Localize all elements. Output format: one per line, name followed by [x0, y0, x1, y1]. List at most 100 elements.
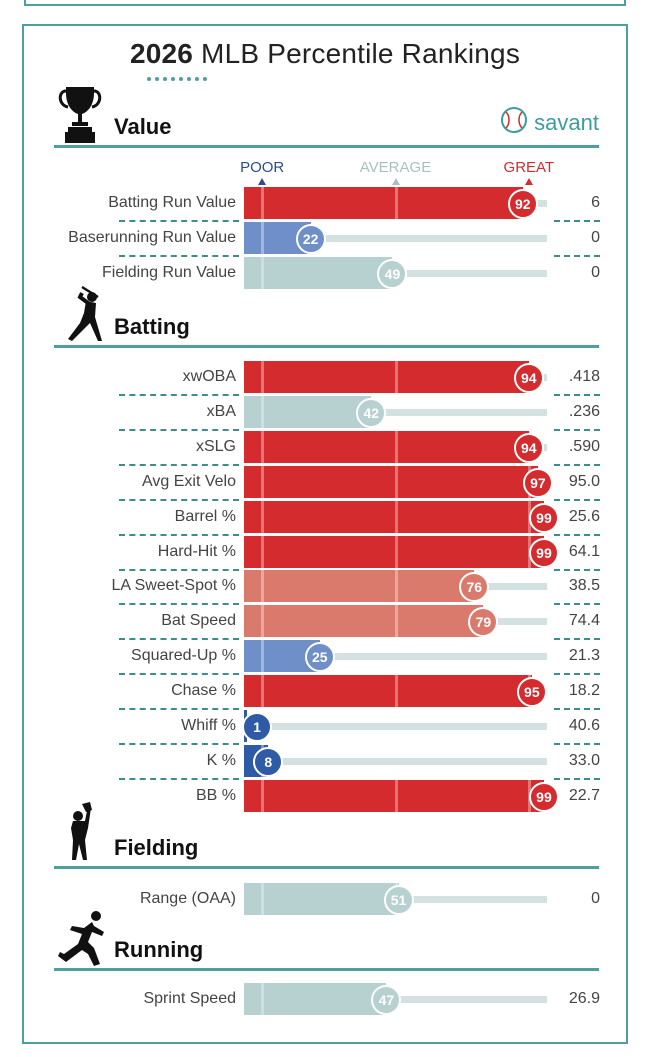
- row-separator: [554, 498, 600, 501]
- row-separator: [554, 743, 600, 745]
- percentile-badge: 94: [513, 432, 544, 463]
- percentile-bar: [244, 430, 529, 463]
- percentile-track: [244, 757, 547, 765]
- metric-label: Chase %: [171, 682, 236, 700]
- metric-value: 26.9: [568, 990, 600, 1007]
- scale-tick: [394, 430, 398, 463]
- scale-tick: [261, 779, 265, 812]
- savant-logo[interactable]: savant: [500, 106, 599, 140]
- row-separator: [119, 498, 239, 501]
- percentile-badge: 42: [356, 397, 387, 428]
- metric-label: Hard-Hit %: [157, 542, 236, 560]
- metric-label: xwOBA: [182, 368, 236, 385]
- metric-label: LA Sweet-Spot %: [111, 577, 236, 595]
- row-separator: [119, 463, 239, 466]
- metric-value: .590: [568, 437, 600, 455]
- metric-label: xSLG: [195, 437, 236, 455]
- row-separator: [119, 428, 239, 431]
- scale-tick: [394, 361, 398, 393]
- metric-row: BB % 99 22.7: [54, 779, 600, 814]
- scale-tick: [261, 500, 265, 533]
- trophy-icon: [58, 85, 102, 148]
- percentile-badge: 92: [507, 189, 538, 219]
- row-separator: [554, 603, 600, 606]
- percentile-badge: 51: [383, 885, 414, 915]
- percentile-badge: 8: [253, 746, 284, 777]
- scale-tick: [394, 500, 398, 533]
- metric-row: Barrel % 99 25.6: [54, 500, 600, 536]
- percentile-badge: 94: [513, 363, 544, 393]
- metric-value: 33.0: [568, 751, 600, 769]
- row-separator: [119, 638, 239, 641]
- savant-wordmark: savant: [534, 110, 599, 135]
- previous-card-frame: [24, 0, 626, 6]
- percentile-bar: [244, 779, 544, 812]
- scale-tick: [261, 465, 265, 498]
- scale-tick: [261, 256, 265, 289]
- metric-label: xBA: [206, 402, 236, 420]
- scale-marker-great-icon: [524, 178, 533, 185]
- scale-tick: [261, 361, 265, 393]
- percentile-badge: 95: [516, 677, 547, 708]
- metric-value: 6: [591, 194, 600, 211]
- metric-row: K % 8 33.0: [54, 744, 600, 780]
- percentile-track: [244, 234, 547, 242]
- row-separator: [554, 638, 600, 641]
- metric-label: Whiff %: [181, 717, 236, 734]
- scale-tick: [261, 605, 265, 638]
- percentile-badge: 99: [528, 537, 559, 568]
- metric-row: Sprint Speed 47 26.9: [54, 982, 600, 1017]
- percentile-badge: 25: [304, 642, 335, 673]
- metric-value: 0: [591, 890, 600, 907]
- title-underline: [147, 77, 207, 81]
- metric-value: 25.6: [568, 507, 600, 525]
- scale-tick: [261, 187, 265, 219]
- row-separator: [554, 394, 600, 396]
- scale-tick: [261, 883, 265, 915]
- metric-label: Fielding Run Value: [101, 263, 236, 281]
- scale-tick: [394, 779, 398, 812]
- percentile-badge: 49: [377, 258, 408, 289]
- percentile-bar: [244, 535, 544, 568]
- row-separator: [119, 220, 239, 222]
- metric-row: Chase % 95 18.2: [54, 674, 600, 711]
- metric-value: 74.4: [568, 612, 600, 630]
- section-title-fielding: Fielding: [114, 835, 199, 860]
- section-header-batting: Batting: [54, 285, 599, 348]
- percentile-track: [244, 408, 547, 416]
- metric-label: Squared-Up %: [131, 647, 236, 665]
- scale-marker-poor-icon: [258, 178, 267, 185]
- metric-label: Bat Speed: [161, 612, 236, 630]
- metric-value: 38.5: [568, 577, 600, 595]
- metric-value: .236: [568, 402, 600, 420]
- row-separator: [119, 254, 239, 257]
- metric-label: Avg Exit Velo: [142, 472, 236, 490]
- scale-tick: [261, 221, 265, 254]
- percentile-badge: 97: [522, 467, 553, 498]
- percentile-badge: 1: [242, 712, 272, 742]
- metric-value: 21.3: [568, 647, 600, 665]
- percentile-card: [22, 24, 628, 1044]
- metric-label: Batting Run Value: [108, 194, 236, 211]
- section-header-running: Running: [54, 911, 599, 971]
- percentile-bar: [244, 361, 529, 393]
- row-separator: [554, 254, 600, 257]
- row-separator: [119, 777, 239, 780]
- metric-row: Bat Speed 79 74.4: [54, 604, 600, 641]
- section-header-fielding: Fielding: [54, 802, 599, 869]
- percentile-badge: 76: [459, 572, 490, 603]
- metric-row: Baserunning Run Value 22 0: [54, 221, 600, 257]
- row-separator: [554, 533, 600, 536]
- section-title-batting: Batting: [114, 314, 190, 339]
- metric-row: Fielding Run Value 49 0: [54, 256, 600, 291]
- metric-row: xSLG 94 .590: [54, 430, 600, 466]
- scale-label-average: AVERAGE: [359, 159, 432, 176]
- metric-row: Hard-Hit % 99 64.1: [54, 535, 600, 571]
- percentile-bar: [244, 883, 399, 915]
- section-divider: [54, 968, 599, 971]
- percentile-badge: 79: [468, 607, 499, 638]
- section-header-value: Value savant: [54, 85, 599, 148]
- row-separator: [554, 568, 600, 571]
- scale-tick: [261, 640, 265, 673]
- scale-tick: [394, 675, 398, 708]
